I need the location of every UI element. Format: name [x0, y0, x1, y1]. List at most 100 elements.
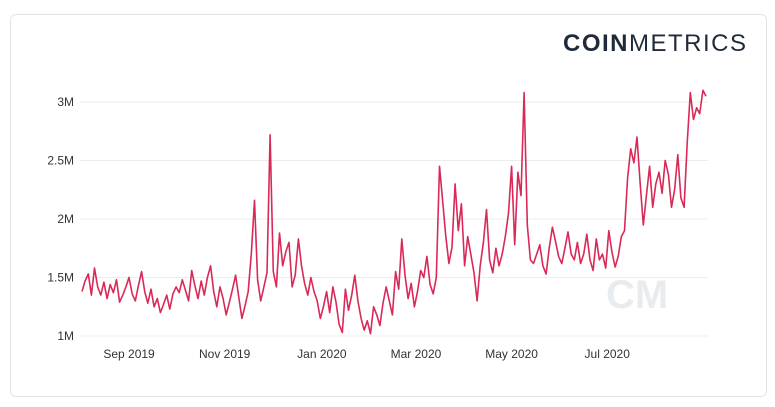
data-point	[291, 286, 293, 288]
data-point	[125, 286, 127, 288]
data-point	[238, 297, 240, 299]
data-point	[567, 231, 569, 233]
data-point	[643, 224, 645, 226]
data-point	[596, 238, 598, 240]
data-point	[464, 265, 466, 267]
data-point	[363, 329, 365, 331]
data-point	[119, 301, 121, 303]
data-point	[633, 162, 635, 164]
y-tick-label: 3M	[57, 95, 74, 109]
data-point	[254, 200, 256, 202]
data-point	[182, 279, 184, 281]
logo-light-text: METRICS	[629, 30, 748, 57]
data-point	[414, 306, 416, 308]
data-point	[677, 154, 679, 156]
data-point	[705, 95, 707, 97]
data-point	[213, 291, 215, 293]
data-point	[558, 256, 560, 258]
data-point	[439, 166, 441, 168]
coinmetrics-logo: COINMETRICS	[563, 30, 748, 58]
data-point	[116, 279, 118, 281]
data-point	[577, 242, 579, 244]
data-point	[492, 272, 494, 274]
data-point	[486, 209, 488, 211]
data-point	[614, 266, 616, 268]
data-point	[103, 281, 105, 283]
data-point	[423, 277, 425, 279]
data-point	[536, 253, 538, 255]
data-point	[671, 207, 673, 209]
data-point	[81, 291, 83, 293]
data-point	[586, 233, 588, 235]
data-point	[495, 248, 497, 250]
data-point	[282, 265, 284, 267]
data-point	[552, 226, 554, 228]
data-point	[680, 197, 682, 199]
data-point	[639, 183, 641, 185]
data-point	[313, 291, 315, 293]
data-point	[410, 283, 412, 285]
data-point	[298, 238, 300, 240]
data-point	[194, 285, 196, 287]
data-point	[294, 274, 296, 276]
data-point	[429, 284, 431, 286]
data-point	[232, 288, 234, 290]
data-point	[235, 274, 237, 276]
data-point	[617, 256, 619, 258]
data-point	[382, 302, 384, 304]
data-point	[608, 230, 610, 232]
data-point	[407, 298, 409, 300]
cm-watermark: CM	[606, 273, 668, 317]
data-point	[106, 298, 108, 300]
data-point	[548, 248, 550, 250]
data-point	[91, 294, 93, 296]
data-point	[94, 267, 96, 269]
data-point	[135, 300, 137, 302]
data-point	[153, 306, 155, 308]
data-point	[160, 312, 162, 314]
data-point	[505, 236, 507, 238]
data-point	[646, 195, 648, 197]
data-point	[564, 248, 566, 250]
data-point	[401, 238, 403, 240]
y-tick-label: 1.5M	[47, 271, 74, 285]
data-point	[473, 272, 475, 274]
data-point	[216, 306, 218, 308]
data-point	[279, 232, 281, 234]
data-point	[320, 318, 322, 320]
data-point	[699, 113, 701, 115]
data-point	[141, 271, 143, 273]
data-point	[219, 286, 221, 288]
data-point	[508, 212, 510, 214]
data-point	[602, 253, 604, 255]
data-point	[172, 293, 174, 295]
data-point	[432, 293, 434, 295]
logo-bold-text: COIN	[563, 30, 629, 57]
data-point	[307, 294, 309, 296]
data-point	[84, 280, 86, 282]
data-point	[88, 273, 90, 275]
y-tick-label: 2.5M	[47, 154, 74, 168]
data-point	[636, 136, 638, 138]
data-point	[225, 314, 227, 316]
data-point	[178, 292, 180, 294]
data-point	[144, 291, 146, 293]
data-point	[260, 300, 262, 302]
data-point	[501, 253, 503, 255]
data-point	[436, 277, 438, 279]
data-point	[470, 253, 472, 255]
data-point	[445, 235, 447, 237]
data-point	[674, 189, 676, 191]
data-point	[683, 207, 685, 209]
data-point	[523, 92, 525, 94]
data-point	[247, 291, 249, 293]
data-point	[360, 318, 362, 320]
data-point	[498, 265, 500, 267]
data-point	[398, 288, 400, 290]
data-point	[100, 294, 102, 296]
data-point	[599, 259, 601, 261]
data-point	[690, 92, 692, 94]
data-point	[310, 277, 312, 279]
data-point	[200, 280, 202, 282]
